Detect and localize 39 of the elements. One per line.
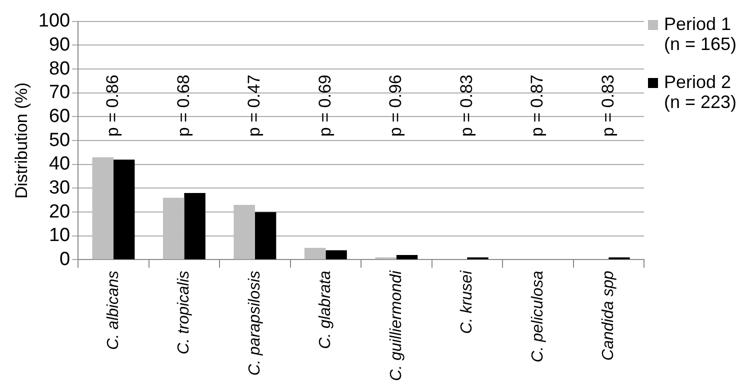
y-tick-label: 50 [48,130,70,151]
annotation: p = 0.83 [598,74,618,137]
y-tick-label: 30 [48,177,70,198]
x-tick-label: C. glabrata [317,270,334,349]
bar [234,204,255,260]
y-tick-label: 10 [48,225,70,246]
annotation: p = 0.68 [174,74,193,137]
y-tick-label: 100 [38,10,70,32]
x-tick-label: C. parapsilosis [246,270,264,376]
y-tick-label: 20 [48,201,70,222]
annotation: p = 0.87 [528,74,547,137]
x-tick-label: C. albicans [104,270,122,350]
bar [113,160,135,260]
annotation: p = 0.96 [386,74,406,137]
annotation: p = 0.47 [244,74,264,137]
bar [304,248,326,260]
bar [92,157,114,260]
legend-label: Period 2 (n = 223) [664,72,737,112]
y-tick-label: 0 [60,248,70,270]
y-tick-label: 70 [48,82,70,104]
annotation: p = 0.86 [103,74,122,137]
x-tick-label: Candida spp [600,270,618,361]
legend-label: Period 1 (n = 165) [664,14,737,54]
y-tick-label: 80 [48,58,70,80]
bar [326,250,347,260]
bar [396,254,418,260]
annotation: p = 0.69 [315,74,334,137]
y-tick-label: 40 [48,154,70,175]
x-tick-label: C. krusei [458,270,476,334]
x-tick-label: C. tropicalis [176,270,193,354]
y-tick-label: 60 [48,106,70,127]
y-tick-label: 90 [48,34,70,56]
x-tick-label: C. guilliermondi [388,270,405,381]
bar [184,193,206,260]
x-tick-label: C. peliculosa [529,270,546,362]
bar [162,198,184,260]
y-axis-title: Distribution (%) [12,82,31,199]
annotation: p = 0.83 [456,74,476,137]
bar [254,212,276,260]
